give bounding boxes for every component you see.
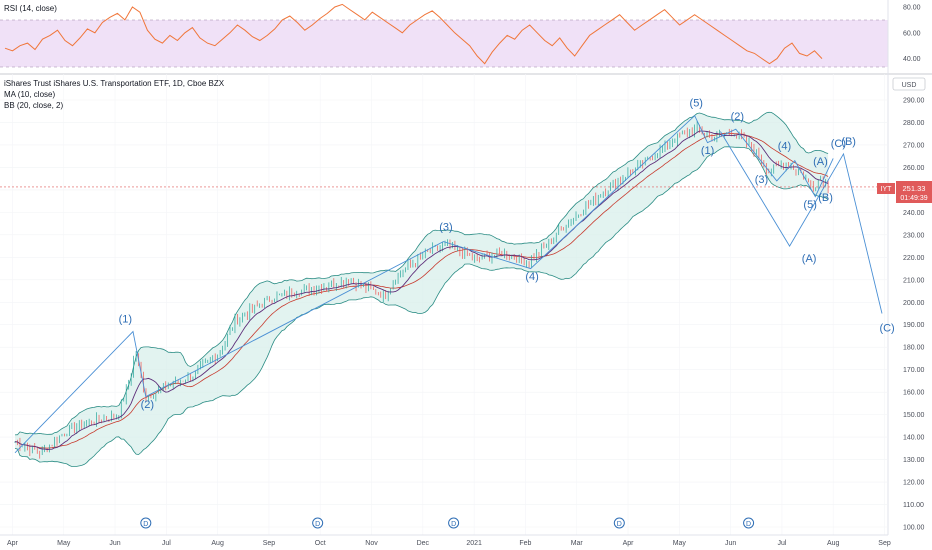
wave-label: (5) — [690, 98, 703, 110]
wave-label: (B) — [818, 192, 833, 204]
wave-label: (C) — [831, 138, 846, 150]
elliott-wave-path — [14, 114, 834, 454]
wave-label: (C) — [879, 322, 894, 334]
price-tick-label: 150.00 — [903, 412, 925, 419]
rsi-tick-label: 80.00 — [903, 5, 921, 12]
price-tick-label: 180.00 — [903, 345, 925, 352]
wave-label: (2) — [141, 399, 154, 411]
time-tick-label: Apr — [7, 540, 19, 547]
elliott-projection-path — [720, 131, 883, 314]
time-tick-label: Nov — [365, 540, 378, 547]
dividend-marker[interactable]: D — [140, 517, 152, 529]
time-tick-label: Jun — [725, 540, 736, 547]
price-tick-label: 100.00 — [903, 525, 925, 532]
rsi-tick-label: 40.00 — [903, 56, 921, 63]
price-tick-label: 200.00 — [903, 300, 925, 307]
wave-label: (1) — [701, 145, 714, 157]
time-tick-label: Jul — [777, 540, 786, 547]
price-tick-label: 120.00 — [903, 480, 925, 487]
time-tick-label: May — [673, 540, 687, 547]
dividend-label: D — [143, 521, 148, 528]
ma-line — [14, 130, 829, 450]
wave-label: (A) — [813, 156, 828, 168]
ma-legend: MA (10, close) — [4, 90, 55, 99]
time-tick-label: Sep — [263, 540, 276, 547]
price-tick-label: 260.00 — [903, 165, 925, 172]
bollinger-lower — [14, 146, 829, 467]
price-tick-label: 210.00 — [903, 277, 925, 284]
wave-label: (4) — [778, 140, 791, 152]
price-tick-label: 140.00 — [903, 435, 925, 442]
price-axis: 290.00280.00270.00260.00250.00240.00230.… — [903, 98, 925, 532]
rsi-title: RSI (14, close) — [4, 4, 57, 13]
dividend-label: D — [617, 521, 622, 528]
wave-label: (3) — [755, 174, 768, 186]
wave-label: (A) — [802, 253, 817, 265]
time-tick-label: Aug — [211, 540, 224, 547]
bollinger-upper — [14, 111, 829, 436]
price-tick-label: 170.00 — [903, 367, 925, 374]
price-pane: (1)(2)(3)(4)(5)(1)(2)(3)(4)(5)(A)(B)(C)(… — [0, 74, 932, 535]
wave-label: (B) — [841, 136, 856, 148]
dividend-label: D — [746, 521, 751, 528]
bollinger-band-fill — [15, 112, 829, 467]
last-price-badge — [896, 181, 932, 203]
price-tick-label: 160.00 — [903, 390, 925, 397]
bollinger-basis — [14, 132, 829, 449]
price-tick-label: 240.00 — [903, 210, 925, 217]
time-tick-label: Feb — [519, 540, 531, 547]
dividend-marker[interactable]: D — [448, 517, 460, 529]
candles — [14, 120, 829, 459]
wave-label: (2) — [731, 111, 744, 123]
time-tick-label: Aug — [827, 540, 840, 547]
countdown: 01:49:39 — [900, 195, 927, 202]
price-tag: IYT 251.33 01:49:39 — [877, 181, 932, 203]
time-tick-label: Apr — [623, 540, 635, 547]
time-axis: Apr May Jun Jul Aug Sep Oct Nov Dec 2021 Feb Mar Apr… — [7, 540, 891, 547]
last-price: 251.33 — [903, 184, 926, 193]
price-tick-label: 280.00 — [903, 120, 925, 127]
price-title: iShares Trust iShares U.S. Transportatio… — [4, 79, 225, 88]
wave-label: (5) — [803, 199, 816, 211]
currency-label: USD — [902, 82, 917, 89]
price-tick-label: 220.00 — [903, 255, 925, 262]
rsi-pane: RSI (14, close) 80.00 60.00 40.00 — [0, 3, 921, 68]
dividend-marker[interactable]: D — [312, 517, 324, 529]
wave-labels: (1)(2)(3)(4)(5)(1)(2)(3)(4)(5)(A)(B)(C)(… — [119, 98, 895, 411]
time-tick-label: 2021 — [466, 540, 482, 547]
wave-label: (4) — [525, 271, 538, 283]
price-tick-label: 230.00 — [903, 232, 925, 239]
dividend-marker[interactable]: D — [743, 517, 755, 529]
dividend-label: D — [451, 521, 456, 528]
wave-label: (1) — [119, 313, 132, 325]
time-tick-label: Jul — [162, 540, 171, 547]
wave-label: (3) — [439, 221, 452, 233]
price-tick-label: 110.00 — [903, 502, 924, 509]
currency-badge[interactable]: USD — [892, 77, 926, 91]
price-tick-label: 190.00 — [903, 322, 925, 329]
time-tick-label: Jun — [109, 540, 120, 547]
time-tick-label: Dec — [417, 540, 430, 547]
price-tick-label: 290.00 — [903, 98, 925, 105]
rsi-band — [0, 20, 888, 67]
ticker-label: IYT — [881, 186, 893, 193]
time-tick-label: Mar — [571, 540, 584, 547]
time-tick-label: Sep — [878, 540, 891, 547]
bb-legend: BB (20, close, 2) — [4, 101, 63, 110]
price-tick-label: 130.00 — [903, 457, 925, 464]
dividend-marker[interactable]: D — [613, 517, 625, 529]
rsi-axis: 80.00 60.00 40.00 — [903, 5, 921, 64]
rsi-tick-label: 60.00 — [903, 30, 921, 37]
dividend-label: D — [315, 521, 320, 528]
ticker-badge — [877, 183, 895, 194]
time-tick-label: Oct — [315, 540, 326, 547]
price-tick-label: 270.00 — [903, 142, 925, 149]
time-tick-label: May — [57, 540, 71, 547]
rsi-line — [4, 3, 823, 65]
